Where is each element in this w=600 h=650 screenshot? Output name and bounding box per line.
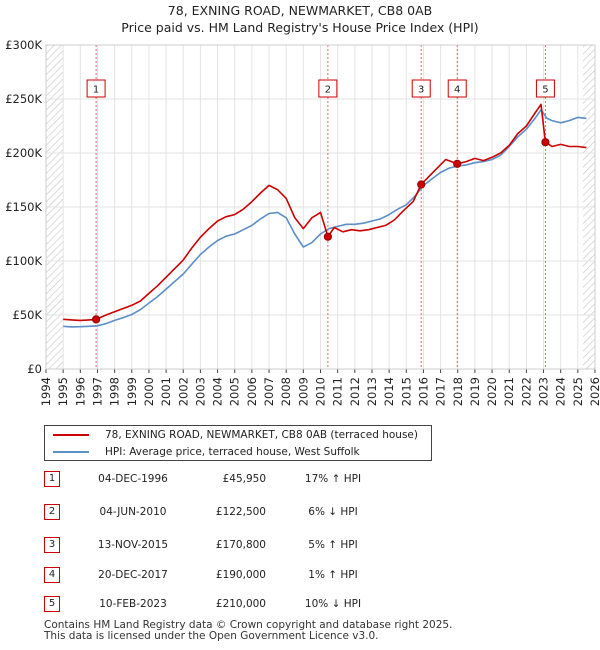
legend-label-hpi: HPI: Average price, terraced house, West… bbox=[105, 446, 360, 458]
x-tick-label: 1994 bbox=[39, 377, 53, 406]
sale-marker-box bbox=[86, 79, 106, 98]
sale-point bbox=[453, 159, 462, 168]
sale-marker-box bbox=[447, 79, 467, 98]
x-tick-label: 2002 bbox=[176, 377, 190, 406]
sale-point bbox=[541, 138, 550, 147]
sale-date: 20-DEC-2017 bbox=[98, 569, 168, 581]
x-tick-label: 2025 bbox=[571, 377, 585, 406]
x-tick-label: 2006 bbox=[245, 377, 259, 406]
x-tick-label: 2000 bbox=[142, 377, 156, 406]
chart-subtitle: Price paid vs. HM Land Registry's House … bbox=[121, 20, 479, 35]
sale-badge: 2 bbox=[44, 504, 60, 520]
sale-marker-number: 3 bbox=[418, 85, 424, 96]
legend-swatch-property bbox=[53, 434, 89, 436]
x-tick-label: 2026 bbox=[588, 377, 600, 406]
sale-marker-number: 1 bbox=[93, 85, 99, 96]
sale-badge: 5 bbox=[44, 596, 60, 612]
y-tick-label: £0 bbox=[27, 362, 42, 376]
footer-licence: This data is licensed under the Open Gov… bbox=[44, 630, 379, 642]
x-tick-label: 1999 bbox=[125, 377, 139, 406]
x-tick-label: 1995 bbox=[56, 377, 70, 406]
hpi-series-line bbox=[63, 109, 587, 328]
sale-badge: 1 bbox=[44, 471, 60, 487]
legend-swatch-hpi bbox=[53, 451, 89, 453]
chart-title-block: 78, EXNING ROAD, NEWMARKET, CB8 0AB Pric… bbox=[0, 2, 600, 36]
y-tick-label: £300K bbox=[5, 38, 42, 52]
sale-marker-number: 4 bbox=[454, 85, 460, 96]
x-tick-label: 2024 bbox=[554, 377, 568, 406]
legend-item-hpi: HPI: Average price, terraced house, West… bbox=[53, 444, 360, 460]
x-tick-label: 2012 bbox=[348, 377, 362, 406]
sale-point bbox=[91, 315, 101, 324]
x-tick-label: 1996 bbox=[73, 377, 87, 406]
x-tick-label: 2010 bbox=[314, 377, 328, 406]
sale-price: £170,800 bbox=[215, 539, 266, 551]
x-tick-label: 1997 bbox=[90, 377, 104, 406]
x-tick-label: 2007 bbox=[262, 377, 276, 406]
sale-hpi-change: 17% ↑ HPI bbox=[304, 473, 362, 485]
plot-frame bbox=[45, 44, 596, 370]
sale-price: £190,000 bbox=[215, 569, 266, 581]
sale-date: 10-FEB-2023 bbox=[99, 598, 167, 610]
legend-label-property: 78, EXNING ROAD, NEWMARKET, CB8 0AB (ter… bbox=[105, 429, 418, 441]
footer-copyright: Contains HM Land Registry data © Crown c… bbox=[44, 619, 453, 631]
x-tick-label: 2004 bbox=[211, 377, 225, 406]
x-tick-label: 2009 bbox=[296, 377, 310, 406]
x-tick-label: 2020 bbox=[485, 377, 499, 406]
x-tick-label: 2005 bbox=[228, 377, 242, 406]
legend-item-property: 78, EXNING ROAD, NEWMARKET, CB8 0AB (ter… bbox=[53, 427, 418, 443]
sale-hpi-change: 6% ↓ HPI bbox=[308, 506, 358, 518]
sale-date: 04-DEC-1996 bbox=[98, 473, 168, 485]
sale-marker-number: 2 bbox=[325, 85, 331, 96]
sale-price: £122,500 bbox=[215, 506, 266, 518]
sale-hpi-change: 10% ↓ HPI bbox=[304, 598, 362, 610]
y-tick-label: £100K bbox=[5, 254, 42, 268]
x-tick-label: 2018 bbox=[451, 377, 465, 406]
sale-marker-box bbox=[318, 79, 338, 98]
sale-row: 2 04-JUN-2010 £122,500 6% ↓ HPI bbox=[44, 504, 464, 522]
chart-title: 78, EXNING ROAD, NEWMARKET, CB8 0AB bbox=[167, 3, 433, 18]
price-chart: 1 2 3 4 5 £0 £50K £100K £150K £200K £250K £300K 199… bbox=[5, 38, 600, 406]
sale-marker-box bbox=[535, 79, 555, 98]
x-tick-label: 2003 bbox=[193, 377, 207, 406]
x-tick-label: 2001 bbox=[159, 377, 173, 406]
x-tick-label: 2008 bbox=[279, 377, 293, 406]
legend: 78, EXNING ROAD, NEWMARKET, CB8 0AB (ter… bbox=[44, 425, 432, 461]
sale-marker-box bbox=[411, 79, 431, 98]
x-tick-label: 2015 bbox=[399, 377, 413, 406]
y-tick-label: £50K bbox=[13, 308, 43, 322]
x-tick-label: 2019 bbox=[468, 377, 482, 406]
footer-notice: Contains HM Land Registry data © Crown c… bbox=[44, 620, 452, 642]
sale-hpi-change: 1% ↑ HPI bbox=[308, 569, 358, 581]
sale-hpi-change: 5% ↑ HPI bbox=[308, 539, 358, 551]
x-tick-label: 2016 bbox=[416, 377, 430, 406]
sale-point bbox=[323, 232, 332, 241]
sale-price: £45,950 bbox=[222, 473, 266, 485]
x-tick-label: 2011 bbox=[331, 377, 345, 406]
sale-badge: 4 bbox=[44, 567, 60, 583]
x-tick-label: 2021 bbox=[502, 377, 516, 406]
x-tick-label: 2014 bbox=[382, 377, 396, 406]
x-tick-label: 2023 bbox=[537, 377, 551, 406]
sale-badge: 3 bbox=[44, 537, 60, 553]
sale-row: 5 10-FEB-2023 £210,000 10% ↓ HPI bbox=[44, 596, 464, 614]
y-tick-label: £150K bbox=[5, 200, 42, 214]
y-tick-label: £250K bbox=[5, 92, 42, 106]
sale-marker-number: 5 bbox=[542, 85, 548, 96]
sale-point bbox=[417, 180, 426, 189]
sale-row: 4 20-DEC-2017 £190,000 1% ↑ HPI bbox=[44, 567, 464, 585]
sale-date: 04-JUN-2010 bbox=[99, 506, 167, 518]
y-tick-label: £200K bbox=[5, 146, 42, 160]
x-tick-label: 1998 bbox=[108, 377, 122, 406]
sale-price: £210,000 bbox=[215, 598, 266, 610]
sale-date: 13-NOV-2015 bbox=[97, 539, 169, 551]
sale-row: 1 04-DEC-1996 £45,950 17% ↑ HPI bbox=[44, 471, 464, 489]
x-tick-label: 2017 bbox=[434, 377, 448, 406]
sale-row: 3 13-NOV-2015 £170,800 5% ↑ HPI bbox=[44, 537, 464, 555]
x-tick-label: 2022 bbox=[519, 377, 533, 406]
x-tick-label: 2013 bbox=[365, 377, 379, 406]
